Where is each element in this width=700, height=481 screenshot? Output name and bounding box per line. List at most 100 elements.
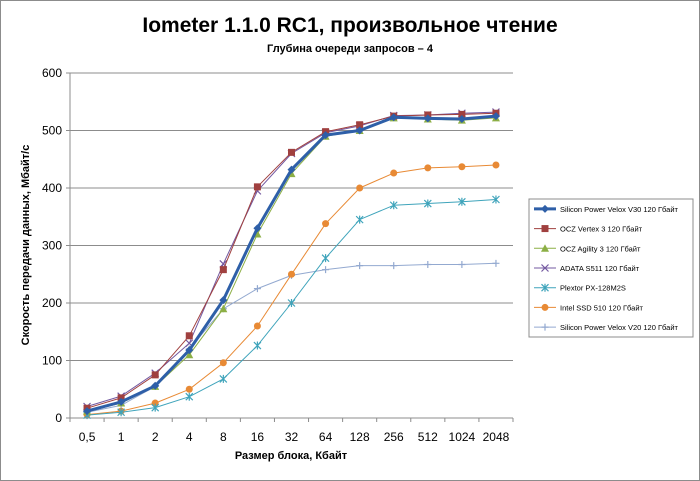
series-3-line: [86, 111, 497, 407]
y-tick-label-4: 400: [42, 181, 62, 195]
y-tick-label-1: 100: [42, 354, 62, 368]
legend-item-6: Silicon Power Velox V20 120 Гбайт: [534, 323, 679, 332]
series-5-point-5: [253, 322, 261, 330]
series-5-point-10: [424, 164, 432, 172]
series-1-line: [86, 112, 497, 409]
x-tick-label-6: 32: [285, 430, 299, 444]
series-0-point-0: [83, 407, 92, 416]
series-0-point-7: [321, 131, 330, 140]
y-tick-label-5: 500: [42, 124, 62, 138]
series-0-point-4: [219, 296, 228, 305]
legend: Silicon Power Velox V30 120 Гбайт OCZ Ver…: [528, 198, 694, 338]
legend-label-2: OCZ Agility 3 120 Гбайт: [560, 244, 641, 253]
series-4-point-6: [287, 299, 296, 307]
legend-swatch-marker-0: [541, 204, 549, 213]
series-group: [83, 108, 500, 420]
series-4-point-8: [355, 215, 364, 224]
series-6-point-7: [322, 266, 330, 274]
x-tick-label-0: 0,5: [79, 430, 96, 444]
series-0-point-9: [389, 113, 398, 122]
series-5-point-2: [151, 399, 159, 407]
series-6-point-5: [253, 285, 261, 293]
legend-label-1: OCZ Vertex 3 120 Гбайт: [560, 225, 643, 234]
series-5-point-9: [390, 169, 398, 177]
series-6-point-10: [424, 260, 432, 268]
legend-item-0: Silicon Power Velox V30 120 Гбайт: [534, 204, 679, 214]
series-4-point-7: [321, 254, 330, 263]
legend-label-5: Intel SSD 510 120 Гбайт: [560, 303, 644, 312]
x-tick-label-9: 256: [384, 430, 404, 444]
legend-label-6: Silicon Power Velox V20 120 Гбайт: [560, 323, 679, 332]
series-1-point-4: [219, 266, 227, 274]
series-1-point-11: [458, 110, 466, 118]
series-4: [83, 195, 500, 420]
series-4-point-4: [219, 374, 228, 383]
series-4-point-11: [457, 197, 466, 206]
legend-swatch-marker-2: [541, 244, 549, 252]
series-1-point-5: [253, 183, 261, 191]
series-4-point-9: [389, 201, 398, 210]
series-0-line: [86, 114, 497, 413]
axes: [69, 73, 514, 422]
series-1-point-6: [288, 148, 295, 156]
legend-box: [528, 198, 694, 338]
series-6-point-11: [458, 260, 466, 268]
x-tick-label-4: 8: [220, 430, 227, 444]
y-tick-label-2: 200: [42, 296, 62, 310]
series-4-point-3: [185, 392, 194, 401]
series-4-line: [86, 199, 497, 416]
legend-item-4: Plextor PX-128M2S: [534, 283, 626, 293]
x-tick-label-2: 2: [152, 430, 159, 444]
series-6-point-12: [492, 259, 500, 267]
x-tick-label-10: 512: [418, 430, 438, 444]
series-5-point-7: [322, 220, 330, 228]
series-0-point-12: [491, 112, 500, 121]
series-4-point-2: [151, 403, 160, 412]
x-tick-label-12: 2048: [483, 430, 510, 444]
legend-swatch-marker-5: [541, 303, 549, 311]
series-0-point-3: [185, 346, 194, 355]
series-5-point-8: [356, 184, 364, 192]
series-6-point-9: [390, 262, 398, 270]
legend-swatch-marker-4: [541, 283, 549, 292]
series-5: [83, 161, 500, 419]
series-4-point-10: [423, 199, 432, 208]
series-0-point-6: [287, 165, 296, 174]
y-tick-label-3: 300: [42, 239, 62, 253]
series-0-point-1: [117, 397, 126, 406]
legend-label-0: Silicon Power Velox V30 120 Гбайт: [560, 205, 679, 214]
gridlines: [66, 72, 513, 419]
series-2-point-4: [219, 304, 228, 313]
series-1-point-2: [151, 371, 159, 379]
series-0-point-2: [151, 381, 160, 390]
series-0: [83, 112, 500, 416]
x-tick-label-3: 4: [186, 430, 193, 444]
legend-label-3: ADATA S511 120 Гбайт: [560, 264, 640, 273]
legend-label-4: Plextor PX-128M2S: [560, 284, 626, 293]
chart-subtitle: Глубина очереди запросов – 4: [267, 43, 434, 55]
y-tick-label-6: 600: [42, 66, 62, 80]
x-tick-label-8: 128: [350, 430, 370, 444]
y-tick-labels: 0 100 200 300 400 500 600: [42, 66, 62, 425]
series-4-point-12: [492, 195, 500, 204]
series-5-point-11: [458, 163, 466, 171]
series-0-point-5: [253, 224, 262, 233]
legend-swatch-marker-3: [541, 264, 549, 272]
series-2-point-3: [185, 350, 194, 359]
chart-title: Iometer 1.1.0 RC1, произвольное чтение: [142, 14, 557, 37]
series-1-point-1: [117, 394, 125, 402]
series-4-point-1: [117, 408, 126, 417]
x-tick-label-11: 1024: [449, 430, 476, 444]
series-1: [83, 109, 500, 412]
legend-swatch-marker-6: [541, 323, 549, 331]
series-1-point-8: [356, 121, 364, 129]
series-5-point-6: [288, 270, 295, 278]
x-tick-label-1: 1: [118, 430, 125, 444]
series-0-point-8: [355, 126, 364, 135]
legend-item-2: OCZ Agility 3 120 Гбайт: [534, 244, 641, 253]
series-5-point-4: [219, 359, 227, 367]
x-tick-labels: 0,5 1 2 4 8 16 32 64 128 256 512 1024 2048: [79, 430, 510, 444]
series-4-point-5: [253, 341, 262, 350]
series-0-point-11: [457, 115, 466, 123]
